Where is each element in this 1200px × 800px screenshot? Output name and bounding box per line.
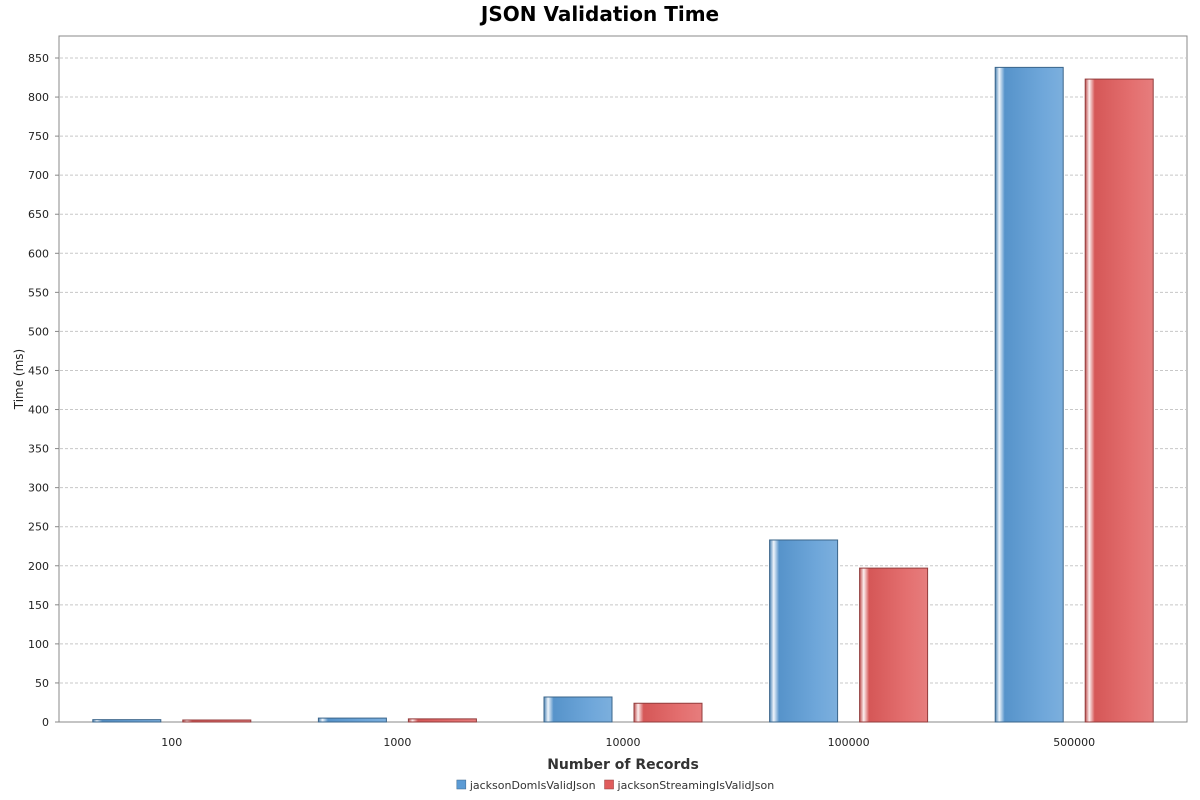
- gridlines: [59, 57, 1187, 723]
- y-tick-label: 550: [28, 286, 49, 299]
- y-tick-label: 250: [28, 521, 49, 534]
- y-tick-label: 50: [35, 677, 49, 690]
- bar-jacksonStreamingIsValidJson-10000: [633, 702, 703, 723]
- bar-jacksonStreamingIsValidJson-1000: [407, 718, 477, 723]
- bar-jacksonDomIsValidJson-500000: [994, 66, 1064, 723]
- chart-title: JSON Validation Time: [479, 2, 719, 26]
- y-axis-title: Time (ms): [12, 349, 26, 411]
- legend-label-jacksonStreamingIsValidJson: jacksonStreamingIsValidJson: [617, 779, 775, 792]
- x-tick-label: 100: [161, 736, 182, 749]
- y-axis: 0 50 100 150 200 250 300 350 400 450 500 550 600 650 7…: [28, 52, 59, 729]
- y-tick-label: 150: [28, 599, 49, 612]
- bar-jacksonDomIsValidJson-1000: [317, 717, 387, 723]
- x-axis: 100 1000 10000 100000 500000: [161, 736, 1095, 749]
- y-tick-label: 300: [28, 482, 49, 495]
- y-tick-label: 400: [28, 404, 49, 417]
- y-tick-label: 100: [28, 638, 49, 651]
- y-tick-label: 750: [28, 130, 49, 143]
- bar-jacksonStreamingIsValidJson-100: [182, 719, 252, 723]
- y-tick-label: 0: [42, 716, 49, 729]
- bar-jacksonDomIsValidJson-100000: [769, 539, 839, 723]
- x-tick-label: 500000: [1053, 736, 1095, 749]
- y-tick-label: 700: [28, 169, 49, 182]
- legend: jacksonDomIsValidJson jacksonStreamingIsV…: [456, 779, 775, 792]
- bar-jacksonDomIsValidJson-100: [92, 719, 162, 723]
- legend-label-jacksonDomIsValidJson: jacksonDomIsValidJson: [469, 779, 596, 792]
- bars: [92, 66, 1154, 723]
- legend-swatch-jacksonStreamingIsValidJson: [604, 779, 614, 790]
- y-tick-label: 200: [28, 560, 49, 573]
- y-tick-label: 800: [28, 91, 49, 104]
- x-tick-label: 1000: [383, 736, 411, 749]
- bar-jacksonStreamingIsValidJson-100000: [859, 567, 929, 723]
- x-tick-label: 10000: [606, 736, 641, 749]
- bar-jacksonStreamingIsValidJson-500000: [1084, 78, 1154, 723]
- y-tick-label: 500: [28, 325, 49, 338]
- y-tick-label: 650: [28, 208, 49, 221]
- y-tick-label: 450: [28, 364, 49, 377]
- legend-swatch-jacksonDomIsValidJson: [456, 779, 467, 790]
- x-tick-label: 100000: [828, 736, 870, 749]
- y-tick-label: 350: [28, 443, 49, 456]
- bar-jacksonDomIsValidJson-10000: [543, 696, 613, 723]
- y-tick-label: 600: [28, 247, 49, 260]
- x-axis-title: Number of Records: [547, 757, 699, 773]
- y-tick-label: 850: [28, 52, 49, 65]
